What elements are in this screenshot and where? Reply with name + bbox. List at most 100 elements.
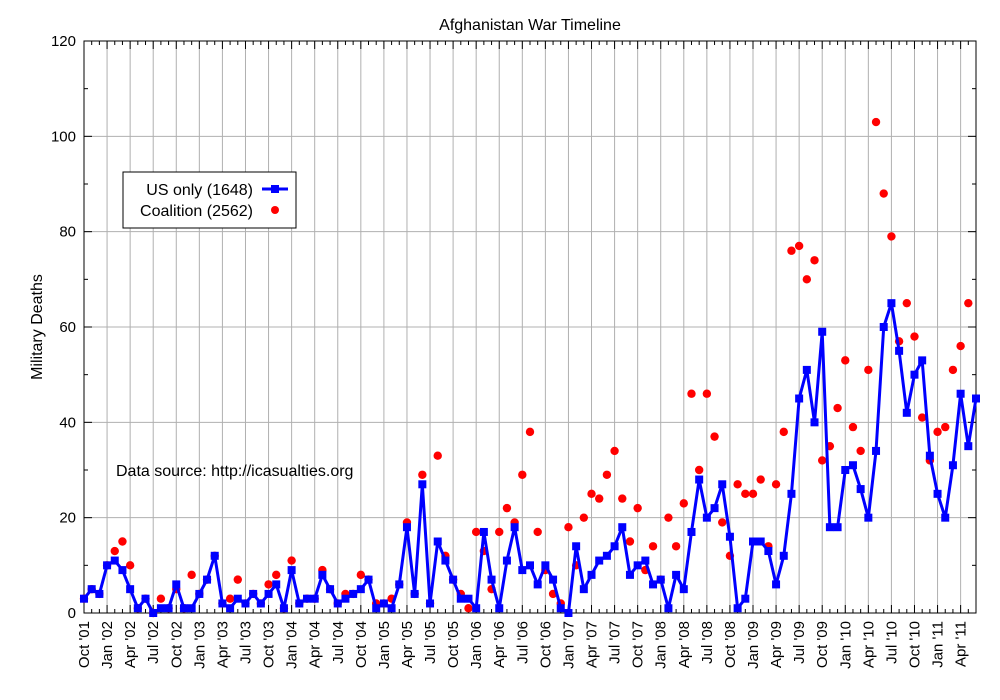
y-tick-label: 0 (68, 605, 76, 622)
coalition-point (833, 403, 842, 413)
coalition-point (810, 256, 819, 265)
x-tick-label: Jul '10 (883, 621, 900, 664)
x-tick-label: Oct '06 (537, 621, 554, 668)
x-tick-label: Jul '08 (699, 621, 716, 664)
y-tick-label: 60 (59, 319, 76, 336)
coalition-point (802, 275, 812, 284)
y-tick-label: 80 (59, 224, 76, 241)
coalition-point (225, 594, 235, 603)
us-point (641, 556, 650, 565)
coalition-point (664, 513, 673, 522)
x-tick-label: Oct '02 (168, 621, 185, 668)
x-tick-label: Jan '11 (930, 621, 947, 668)
coalition-point (264, 580, 273, 589)
coalition-point (887, 232, 896, 241)
us-point (841, 466, 850, 474)
us-point (433, 537, 442, 546)
x-tick-label: Jul '09 (791, 621, 808, 664)
us-point (887, 299, 896, 308)
coalition-point (356, 570, 366, 580)
coalition-point (671, 542, 681, 551)
coalition-point (779, 427, 788, 437)
us-point (649, 580, 658, 589)
us-point (272, 580, 281, 589)
coalition-point (956, 341, 965, 351)
coalition-point (187, 570, 196, 580)
coalition-point (917, 413, 927, 422)
us-point (195, 589, 204, 598)
us-point (495, 604, 504, 613)
us-point (410, 589, 419, 598)
us-point (149, 609, 158, 617)
us-point (241, 599, 250, 608)
coalition-point (687, 389, 696, 398)
legend: US only (1648) Coalition (2562) (122, 171, 297, 229)
x-tick-label: Apr '04 (307, 621, 324, 668)
coalition-point (272, 570, 281, 580)
us-point (372, 604, 381, 613)
coalition-point (787, 246, 796, 255)
us-point (226, 604, 235, 613)
x-tick-label: Jan '08 (653, 621, 670, 669)
us-point (618, 523, 627, 532)
y-tick-label: 20 (59, 510, 76, 527)
coalition-point (418, 470, 427, 479)
coalition-point (633, 503, 642, 513)
us-point (733, 604, 742, 613)
x-tick-label: Oct '10 (906, 621, 923, 668)
us-point (287, 566, 296, 575)
coalition-point (118, 537, 127, 546)
us-point (456, 594, 465, 603)
us-point (264, 589, 273, 598)
us-point (341, 594, 350, 603)
x-tick-label: Oct '04 (353, 621, 370, 668)
coalition-point (233, 575, 242, 584)
us-point (625, 570, 634, 579)
us-point (333, 599, 342, 608)
coalition-point (433, 451, 442, 460)
us-point (387, 604, 396, 613)
x-tick-label: Jul '02 (145, 621, 162, 664)
us-point (695, 475, 704, 484)
coalition-point (618, 494, 627, 503)
x-tick-label: Apr '06 (491, 621, 508, 668)
coalition-point (856, 446, 865, 456)
coalition-point (771, 480, 781, 489)
us-point (556, 604, 565, 613)
coalition-point (848, 422, 858, 432)
coalition-point (718, 518, 727, 527)
coalition-point (818, 456, 827, 465)
us-point (925, 451, 934, 460)
coalition-point (879, 189, 888, 198)
us-point (310, 594, 319, 603)
us-point (464, 594, 473, 603)
us-point (364, 575, 373, 584)
us-point (479, 527, 488, 536)
us-point (595, 556, 604, 565)
us-point (87, 585, 96, 594)
us-point (964, 442, 973, 451)
us-point (502, 556, 511, 565)
us-point (848, 461, 857, 470)
y-axis-title: Military Deaths (29, 274, 46, 380)
x-tick-labels: Oct '01 Jan '02 Apr '02 Jul '02 Oct '02 Jan '… (76, 621, 970, 669)
x-tick-label: Apr '11 (953, 621, 970, 667)
us-point (210, 551, 219, 560)
us-point (872, 446, 881, 455)
x-tick-label: Jan '02 (99, 621, 116, 669)
us-point (256, 599, 265, 608)
us-point (756, 537, 765, 546)
coalition-point (595, 494, 604, 503)
us-point (449, 575, 458, 584)
us-point (687, 527, 696, 536)
coalition-point (902, 298, 911, 308)
x-tick-label: Apr '02 (122, 621, 139, 668)
us-point (679, 585, 688, 594)
us-point (295, 599, 304, 608)
legend-entry-us: US only (1648) (146, 182, 253, 199)
us-point (941, 513, 950, 522)
us-point (833, 523, 842, 532)
us-point (541, 561, 550, 570)
data-source-note: Data source: http://icasualties.org (116, 463, 353, 480)
us-point (179, 604, 188, 613)
